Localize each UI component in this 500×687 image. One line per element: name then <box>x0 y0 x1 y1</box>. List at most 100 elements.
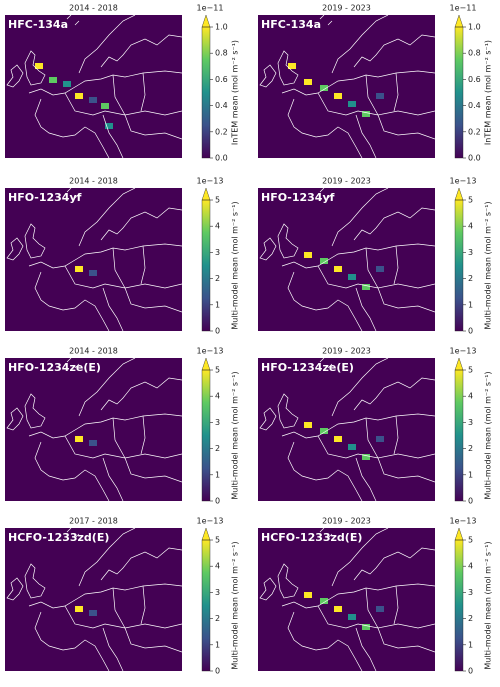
emission-cell <box>320 428 328 434</box>
colorbar-tick-label: 0.0 <box>215 154 228 163</box>
emission-cell <box>362 111 370 117</box>
emission-cell <box>49 77 57 83</box>
emission-cell <box>35 63 43 69</box>
colorbar-tick-label: 2 <box>215 274 220 283</box>
emission-cell <box>105 123 113 129</box>
panel: 2019 - 2023 HCFO-1233zd(E) 1e−13 0 1 2 3 4 5 Mult… <box>258 517 493 676</box>
emission-cell <box>348 101 356 107</box>
colorbar-tick-label: 4 <box>468 392 473 401</box>
species-label: HCFO-1233zd(E) <box>8 531 109 544</box>
colorbar-tick-label: 0 <box>468 667 473 676</box>
colorbar-tick-label: 5 <box>468 536 473 545</box>
colorbar-frame <box>454 539 464 672</box>
colorbar-tick-label: 0 <box>468 497 473 506</box>
colorbar-tick-label: 0.8 <box>468 49 481 58</box>
colorbar-tick-label: 3 <box>468 248 473 257</box>
emission-cell <box>362 624 370 630</box>
emission-cell <box>304 592 312 598</box>
emission-cell <box>362 454 370 460</box>
emission-cell <box>304 252 312 258</box>
panel: 2014 - 2018 HFO-1234ze(E) 1e−13 0 1 2 3 4 5 Multi… <box>5 347 240 506</box>
colorbar-tick-label: 0.6 <box>468 75 481 84</box>
emission-cell <box>89 270 97 276</box>
colorbar-tick-label: 5 <box>215 366 220 375</box>
emission-cell <box>75 266 83 272</box>
period: 2014 - 2018 <box>69 177 118 186</box>
colorbar <box>202 370 210 501</box>
colorbar-tick-label: 0 <box>215 327 220 336</box>
colorbar-tick-label: 1.0 <box>468 23 481 32</box>
emission-cell <box>320 598 328 604</box>
colorbar-tick-label: 0.8 <box>215 49 228 58</box>
colorbar-scale: 1e−11 <box>450 4 477 13</box>
emission-cell <box>89 440 97 446</box>
colorbar-scale: 1e−13 <box>450 347 477 356</box>
colorbar-label: Multi-model mean (mol m⁻² s⁻¹) <box>231 541 240 669</box>
colorbar-label: Multi-model mean (mol m⁻² s⁻¹) <box>231 201 240 329</box>
emission-cell <box>63 81 71 87</box>
period: 2019 - 2023 <box>322 347 371 356</box>
emission-cell <box>288 63 296 69</box>
species-label: HCFO-1233zd(E) <box>261 531 362 544</box>
colorbar-tick-label: 2 <box>215 614 220 623</box>
colorbar-tick-label: 0 <box>215 667 220 676</box>
emission-cell <box>376 436 384 442</box>
colorbar-frame <box>201 199 211 332</box>
emission-cell <box>304 422 312 428</box>
panel: 2014 - 2018 HFO-1234yf 1e−13 0 1 2 3 4 5 Multi-mo… <box>5 177 240 336</box>
colorbar-tick-label: 1 <box>215 470 220 479</box>
colorbar-frame <box>201 26 211 159</box>
map-background <box>5 188 182 331</box>
colorbar-tick-label: 0.2 <box>468 127 481 136</box>
emission-cell <box>89 97 97 103</box>
emission-cell <box>89 610 97 616</box>
period: 2014 - 2018 <box>69 347 118 356</box>
colorbar-tick-label: 0 <box>215 497 220 506</box>
emission-cell <box>348 274 356 280</box>
colorbar-tick-label: 0 <box>468 327 473 336</box>
emission-cell <box>320 85 328 91</box>
emission-cell <box>334 93 342 99</box>
colorbar <box>202 540 210 671</box>
period: 2017 - 2018 <box>69 517 118 526</box>
map-background <box>258 15 435 158</box>
emission-cell <box>334 606 342 612</box>
colorbar-extend <box>201 14 211 28</box>
colorbar-tick-label: 1 <box>468 300 473 309</box>
colorbar-tick-label: 4 <box>468 562 473 571</box>
map-background <box>258 188 435 331</box>
colorbar-scale: 1e−13 <box>197 347 224 356</box>
map-background <box>5 528 182 671</box>
colorbar-tick-label: 1 <box>215 300 220 309</box>
colorbar <box>455 27 463 158</box>
colorbar-label: Multi-model mean (mol m⁻² s⁻¹) <box>484 201 493 329</box>
map-background <box>258 528 435 671</box>
colorbar-label: InTEM mean (mol m⁻² s⁻¹) <box>484 40 493 145</box>
colorbar-tick-label: 4 <box>215 222 220 231</box>
colorbar <box>455 200 463 331</box>
emission-cell <box>376 606 384 612</box>
emission-cell <box>362 284 370 290</box>
colorbar-extend <box>201 187 211 201</box>
colorbar-frame <box>454 26 464 159</box>
colorbar-scale: 1e−13 <box>450 517 477 526</box>
colorbar-frame <box>454 369 464 502</box>
colorbar-label: Multi-model mean (mol m⁻² s⁻¹) <box>484 371 493 499</box>
map-background <box>5 358 182 501</box>
colorbar-scale: 1e−13 <box>197 177 224 186</box>
species-label: HFO-1234yf <box>8 191 82 204</box>
colorbar-tick-label: 4 <box>468 222 473 231</box>
period: 2019 - 2023 <box>322 517 371 526</box>
emission-cell <box>376 93 384 99</box>
colorbar <box>202 200 210 331</box>
colorbar-label: Multi-model mean (mol m⁻² s⁻¹) <box>484 541 493 669</box>
period: 2014 - 2018 <box>69 4 118 13</box>
colorbar-tick-label: 3 <box>468 588 473 597</box>
panels: 2014 - 2018HFC-134a1e−110.00.20.40.60.81… <box>5 4 493 676</box>
colorbar-extend <box>201 527 211 541</box>
colorbar-extend <box>454 14 464 28</box>
colorbar-tick-label: 0.4 <box>215 101 228 110</box>
colorbar-extend <box>201 357 211 371</box>
